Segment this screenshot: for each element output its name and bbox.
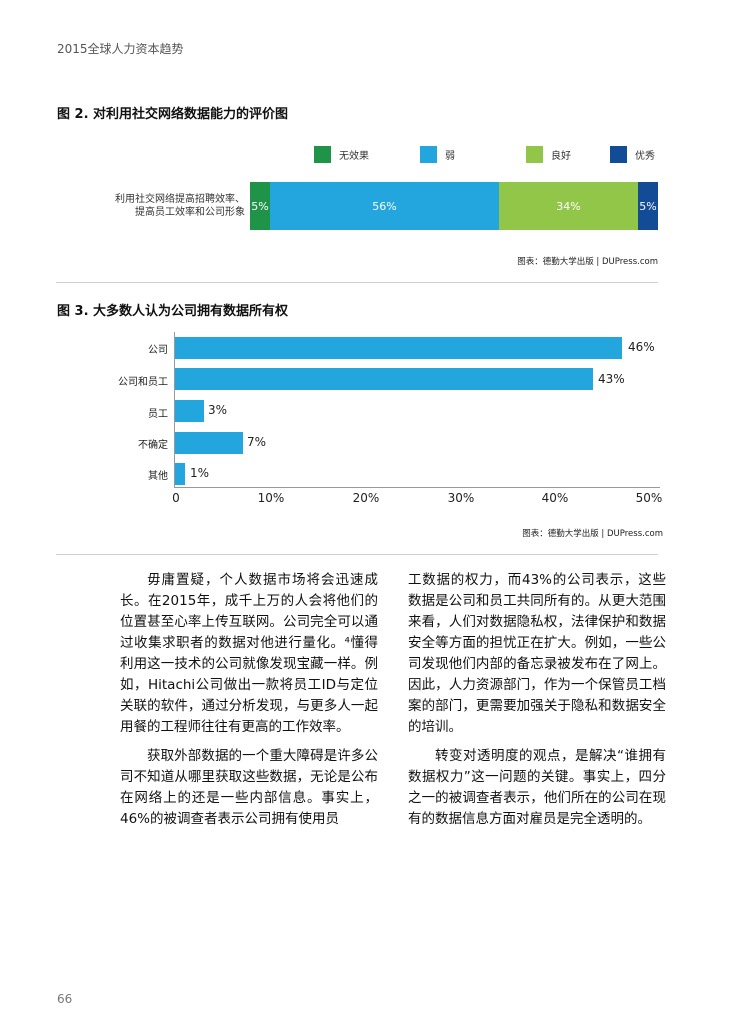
x-tick: 10% [257, 491, 285, 505]
body-left-column: 毋庸置疑，个人数据市场将会迅速成长。在2015年，成千上万的人会将他们的位置甚至… [120, 570, 378, 838]
paragraph: 获取外部数据的一个重大障碍是许多公司不知道从哪里获取这些数据，无论是公布在网络上… [120, 748, 378, 827]
x-tick: 30% [447, 491, 475, 505]
y-axis [174, 332, 175, 488]
page-number: 66 [57, 992, 73, 1006]
category-label: 员工 [148, 409, 168, 420]
stacked-row-label: 利用社交网络提高招聘效率、 提高员工效率和公司形象 [60, 193, 245, 219]
segment-excellent: 5% [638, 182, 658, 230]
category-label: 不确定 [138, 440, 168, 451]
body-right-column: 工数据的权力，而43%的公司表示，这些数据是公司和员工共同所有的。从更大范围来看… [408, 570, 666, 838]
legend-label: 无效果 [339, 151, 369, 162]
legend-label: 优秀 [635, 151, 655, 162]
segment-weak: 56% [270, 182, 499, 230]
bar-other [175, 463, 185, 485]
paragraph: 工数据的权力，而43%的公司表示，这些数据是公司和员工共同所有的。从更大范围来看… [408, 572, 666, 735]
legend-swatch-weak [420, 146, 437, 163]
bar-value-label: 1% [190, 466, 210, 480]
paragraph: 转变对透明度的观点，是解决“谁拥有数据权力”这一问题的关键。事实上，四分之一的被… [408, 748, 666, 827]
running-header: 2015全球人力资本趋势 [57, 42, 184, 56]
x-tick: 0 [172, 491, 180, 505]
bar-value-label: 46% [628, 340, 655, 354]
stacked-bar: 5% 56% 34% 5% [250, 182, 658, 230]
x-tick: 50% [635, 491, 663, 505]
figure-3-title: 图 3. 大多数人认为公司拥有数据所有权 [57, 304, 289, 319]
category-label: 公司和员工 [118, 377, 168, 388]
row-label-line-2: 提高员工效率和公司形象 [135, 207, 245, 218]
legend-swatch-good [526, 146, 543, 163]
x-tick: 20% [352, 491, 380, 505]
figure-2-legend: 无效果 弱 良好 优秀 [314, 146, 655, 163]
bar-value-label: 43% [598, 372, 625, 386]
row-label-line-1: 利用社交网络提高招聘效率、 [115, 194, 245, 205]
bar-unsure [175, 432, 243, 454]
paragraph: 毋庸置疑，个人数据市场将会迅速成长。在2015年，成千上万的人会将他们的位置甚至… [120, 572, 378, 735]
figure-2-source: 图表：德勤大学出版 | DUPress.com [517, 257, 658, 267]
legend-item-good: 良好 [526, 146, 610, 163]
bar-employee [175, 400, 204, 422]
segment-no-effect: 5% [250, 182, 270, 230]
divider [56, 554, 658, 555]
figure-3-source: 图表：德勤大学出版 | DUPress.com [522, 529, 663, 539]
bar-company-and-employee [175, 368, 593, 390]
legend-item-excellent: 优秀 [610, 146, 655, 163]
legend-swatch-excellent [610, 146, 627, 163]
category-label: 其他 [148, 471, 168, 482]
legend-swatch-no-effect [314, 146, 331, 163]
divider [56, 282, 658, 283]
category-label: 公司 [148, 345, 168, 356]
legend-item-weak: 弱 [420, 146, 526, 163]
legend-item-no-effect: 无效果 [314, 146, 420, 163]
x-axis [174, 487, 660, 488]
bar-value-label: 3% [208, 403, 228, 417]
segment-good: 34% [499, 182, 638, 230]
figure-2-title: 图 2. 对利用社交网络数据能力的评价图 [57, 107, 289, 122]
legend-label: 良好 [551, 151, 571, 162]
legend-label: 弱 [445, 151, 455, 162]
x-tick: 40% [541, 491, 569, 505]
bar-value-label: 7% [247, 435, 267, 449]
bar-company [175, 337, 622, 359]
